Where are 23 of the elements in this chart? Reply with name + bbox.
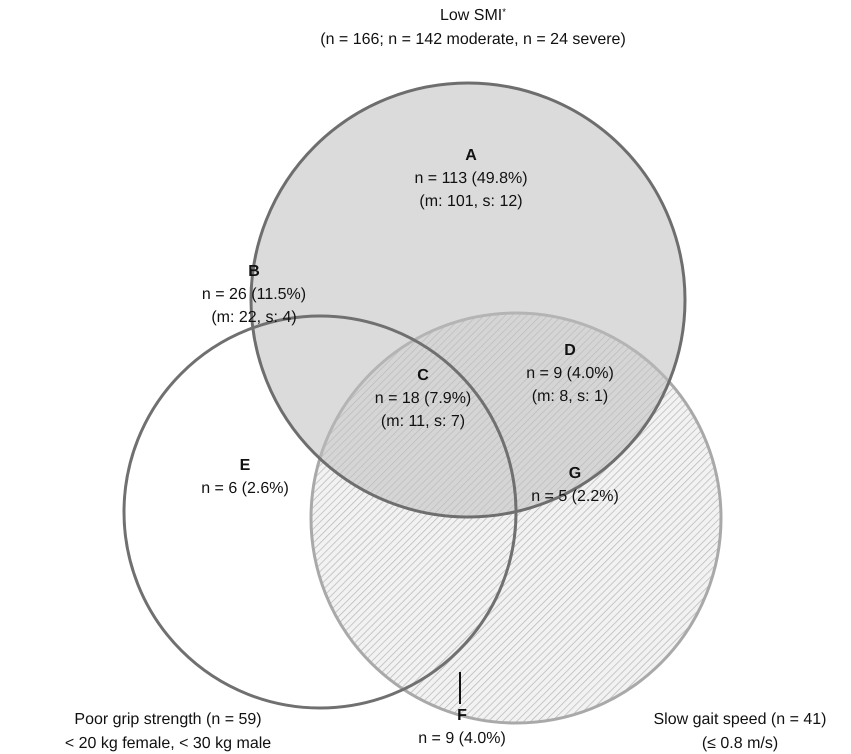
data-label: n = 18 (7.9%) — [374, 390, 472, 407]
data-label: n = 6 (2.6%) — [201, 480, 289, 497]
data-label: n = 113 (49.8%) — [414, 170, 528, 187]
category-label: F — [457, 707, 468, 724]
text: < 20 kg female, < 30 kg male — [64, 735, 272, 752]
text: (≤ 0.8 m/s) — [702, 735, 778, 752]
text: (n = 166; n = 142 moderate, n = 24 severe) — [320, 31, 626, 48]
data-label: n = 26 (11.5%) — [202, 286, 306, 303]
text: (m: 11, s: 7) — [380, 413, 466, 430]
category-label: B — [248, 263, 260, 280]
category-label: D — [564, 342, 576, 359]
category-label: E — [240, 457, 251, 474]
category-label: C — [417, 367, 430, 384]
data-label: n = 9 (4.0%) — [418, 730, 506, 747]
category-label: G — [568, 465, 582, 482]
text: Low SMI$^{*}$ — [440, 6, 506, 24]
text: (m: 8, s: 1) — [532, 388, 608, 405]
data-label: n = 5 (2.2%) — [531, 488, 619, 505]
text: Slow gait speed (n = 41) — [654, 711, 826, 728]
text: (m: 101, s: 12) — [419, 193, 523, 210]
data-label: n = 9 (4.0%) — [526, 365, 614, 382]
category-label: A — [465, 147, 478, 164]
text: Poor grip strength (n = 59) — [74, 711, 262, 728]
